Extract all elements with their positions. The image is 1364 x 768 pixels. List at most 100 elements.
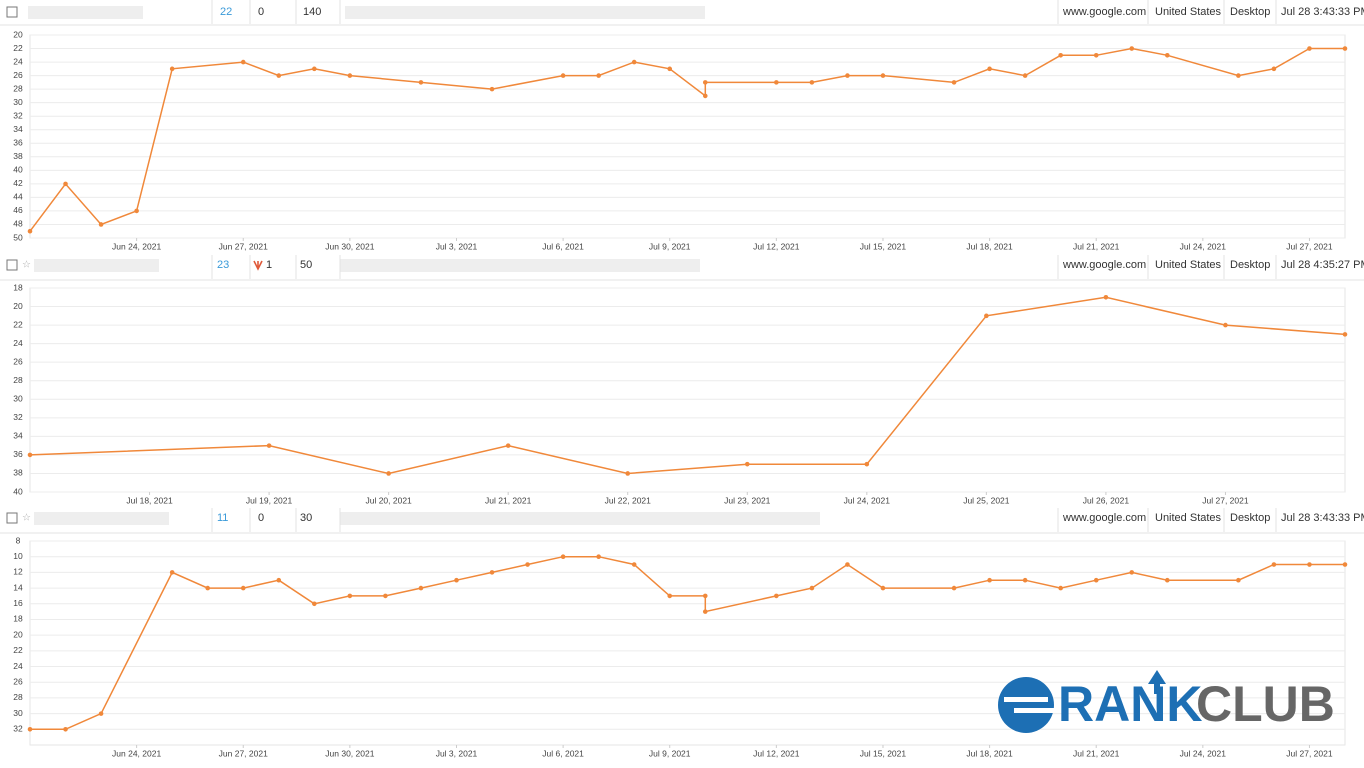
rank-point [596, 554, 601, 559]
rank-point [347, 73, 353, 78]
chart: 20 22 24 26 28 30 32 34 36 38 40 42 44 46 48 50 Jun 24, … [13, 29, 1348, 251]
rank-point [27, 727, 33, 732]
updated: Jul 28 4:35:27 PM [1281, 259, 1364, 271]
x-tick-label: Jul 22, 2021 [605, 495, 652, 505]
rank-point [880, 73, 886, 78]
keyword-redacted [34, 512, 169, 525]
device: Desktop [1230, 259, 1270, 271]
rank-point [386, 471, 391, 476]
x-tick-label: Jun 27, 2021 [219, 241, 268, 251]
y-tick-label: 36 [13, 138, 23, 148]
rank-point [98, 222, 104, 227]
logo-stripe [1014, 708, 1054, 713]
rank-point [1307, 46, 1312, 51]
rank-point [1164, 577, 1170, 583]
country: United States [1155, 6, 1222, 18]
x-tick-label: Jun 27, 2021 [219, 748, 268, 758]
x-tick-label: Jul 18, 2021 [966, 241, 1013, 251]
rank-point [27, 452, 33, 458]
x-tick-label: Jul 26, 2021 [1083, 495, 1130, 505]
rank-point [489, 570, 495, 575]
y-tick-label: 22 [13, 43, 23, 53]
rank-point [240, 585, 246, 591]
y-tick-label: 28 [13, 83, 23, 93]
rank-point [240, 59, 246, 65]
y-tick-label: 26 [13, 676, 23, 686]
rank-point [98, 711, 104, 716]
rank-line [29, 47, 1345, 232]
keyword-redacted [34, 259, 159, 272]
y-tick-label: 26 [13, 70, 23, 80]
change: 1 [266, 259, 272, 271]
search-engine: www.google.com [1062, 512, 1146, 524]
rank-point [266, 443, 272, 448]
rank-point [1307, 562, 1312, 567]
volume: 30 [300, 512, 312, 524]
logo-arrow [1148, 670, 1166, 694]
x-tick-label: Jul 21, 2021 [1073, 748, 1120, 758]
plot-area [29, 34, 1346, 239]
rank-point [1342, 332, 1348, 337]
rank-point [1236, 577, 1241, 583]
rank-point [312, 601, 317, 607]
rank-point [1164, 53, 1170, 58]
checkbox[interactable] [6, 259, 18, 271]
x-tick-label: Jul 20, 2021 [365, 495, 412, 505]
chart: 18 20 22 24 26 28 30 32 34 36 38 40 Jul 18, 2021 Jul … [13, 282, 1348, 505]
rank-point [625, 471, 631, 476]
y-tick-label: 32 [13, 110, 23, 120]
rank-point [1342, 46, 1348, 51]
url-redacted [340, 512, 820, 525]
x-tick-label: Jul 9, 2021 [649, 748, 691, 758]
x-tick-label: Jul 6, 2021 [542, 241, 584, 251]
x-tick-label: Jul 27, 2021 [1286, 748, 1333, 758]
rank-point [667, 66, 673, 72]
rank-point [667, 593, 673, 599]
rank-point [1022, 577, 1028, 583]
x-tick-label: Jul 15, 2021 [860, 241, 907, 251]
rank-point [1022, 73, 1028, 78]
y-tick-label: 14 [13, 582, 23, 592]
rank-point [454, 577, 459, 583]
rank-point [347, 593, 353, 599]
x-tick-label: Jul 24, 2021 [844, 495, 891, 505]
x-tick-label: Jul 6, 2021 [542, 748, 584, 758]
rank-point [809, 80, 815, 85]
x-tick-label: Jul 3, 2021 [436, 241, 478, 251]
y-tick-label: 42 [13, 178, 23, 188]
keyword-redacted [28, 6, 143, 19]
y-tick-label: 30 [13, 708, 23, 718]
y-tick-label: 26 [13, 356, 23, 366]
checkbox[interactable] [6, 6, 18, 18]
y-tick-label: 20 [13, 29, 23, 39]
y-tick-label: 40 [13, 165, 23, 175]
y-tick-label: 24 [13, 338, 23, 348]
y-tick-label: 8 [16, 535, 21, 545]
rank-point [984, 313, 989, 319]
rank-line [29, 296, 1346, 475]
rank-point [845, 73, 850, 78]
x-tick-label: Jul 19, 2021 [246, 495, 293, 505]
y-tick-label: 34 [13, 124, 23, 134]
rank-point [1236, 73, 1241, 78]
rank-point [631, 59, 637, 65]
checkbox[interactable] [6, 512, 18, 524]
y-tick-label: 32 [13, 412, 23, 422]
y-tick-label: 30 [13, 394, 23, 404]
x-tick-label: Jul 21, 2021 [485, 495, 532, 505]
country: United States [1155, 512, 1222, 524]
x-tick-label: Jun 24, 2021 [112, 748, 161, 758]
rank-point [1223, 322, 1228, 328]
rank: 11 [217, 512, 228, 524]
rank-point [1058, 53, 1063, 58]
y-tick-label: 46 [13, 205, 23, 215]
y-tick-label: 18 [13, 614, 23, 624]
rank-point [987, 577, 992, 583]
x-tick-label: Jul 24, 2021 [1180, 748, 1227, 758]
x-tick-label: Jun 24, 2021 [112, 241, 161, 251]
x-tick-label: Jul 27, 2021 [1286, 241, 1333, 251]
rank-point [276, 577, 282, 583]
y-tick-label: 10 [13, 551, 23, 561]
rank-point [1129, 570, 1135, 575]
